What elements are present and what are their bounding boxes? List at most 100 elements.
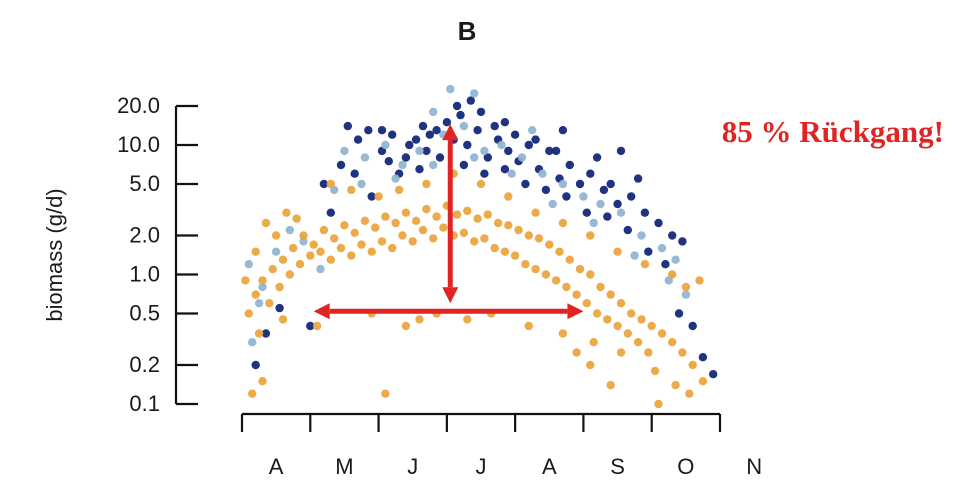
data-point [483,210,492,219]
data-point [517,153,527,162]
data-point [398,160,407,170]
data-point [261,329,271,338]
data-point [360,153,370,162]
data-point [374,192,383,201]
arrowhead-up [442,124,459,141]
data-point [490,243,499,253]
data-point [429,160,438,170]
data-point [572,290,581,299]
x-tick-label: O [677,454,694,479]
data-point [545,240,554,249]
data-point [391,174,400,183]
data-point [640,208,650,217]
data-point [510,251,520,260]
data-point [668,270,677,279]
data-point [616,299,626,308]
data-point [282,208,291,217]
data-point [429,107,438,117]
data-point [514,225,523,235]
data-point [633,338,643,347]
data-point [592,309,602,318]
data-point [377,237,387,246]
data-point [473,214,482,223]
data-point [254,329,264,338]
x-tick-label: J [476,454,487,479]
data-point [411,216,421,225]
data-point [251,360,260,370]
data-point [562,282,571,292]
data-point [295,260,305,269]
chart-title: B [458,16,477,46]
data-point [551,146,561,156]
data-point [657,243,667,253]
data-point [422,146,431,156]
data-point [558,179,568,189]
data-point [480,169,489,178]
y-tick-label: 20.0 [117,93,160,118]
axes [174,104,722,432]
data-point [558,126,568,135]
data-point [470,153,479,162]
data-point [432,126,441,135]
arrowhead-left [313,303,330,320]
data-point [275,303,284,313]
data-point [415,315,424,324]
data-point [534,234,544,243]
data-point [367,192,376,201]
x-tick-label: S [610,454,625,479]
data-point [606,179,615,189]
data-point [504,221,513,230]
data-point [504,146,513,156]
data-point [357,179,366,189]
decline-annotation: 85 % Rückgang! [722,114,944,149]
x-tick-label: J [407,454,418,479]
x-tick-label: M [335,454,353,479]
data-point [531,208,540,217]
data-point [261,218,271,228]
data-point [681,282,691,292]
data-point [405,140,414,150]
data-point [681,290,691,299]
data-point [586,169,595,178]
data-point [309,240,318,249]
data-point [647,321,656,331]
data-point [630,251,639,260]
data-point [548,199,557,209]
data-point [340,221,349,230]
data-point [688,321,697,331]
data-point [265,299,274,308]
data-point [364,126,373,135]
data-point [432,212,441,221]
data-point [411,135,421,144]
data-point [606,290,615,299]
data-point [596,199,605,209]
data-point [657,329,667,338]
data-point [248,389,257,398]
y-tick-label: 5.0 [129,171,160,196]
data-point [654,399,663,409]
x-tick-label: A [269,454,284,479]
data-point [586,231,595,240]
data-point [319,179,329,189]
data-point [251,247,260,256]
data-point [531,135,540,144]
data-point [582,299,591,308]
data-point [671,255,680,264]
data-point [459,228,469,237]
data-point [306,251,315,260]
data-point [394,185,404,195]
data-point [452,101,462,111]
data-point [330,234,339,243]
data-point [429,234,438,243]
data-point [678,348,687,357]
data-point [521,260,530,269]
data-point [271,247,281,256]
data-point [446,84,455,94]
data-point [698,377,708,386]
data-point [599,185,609,195]
data-point [558,329,568,338]
data-point [244,309,253,318]
data-point [326,179,335,189]
data-point [258,276,267,285]
data-point [476,107,486,117]
